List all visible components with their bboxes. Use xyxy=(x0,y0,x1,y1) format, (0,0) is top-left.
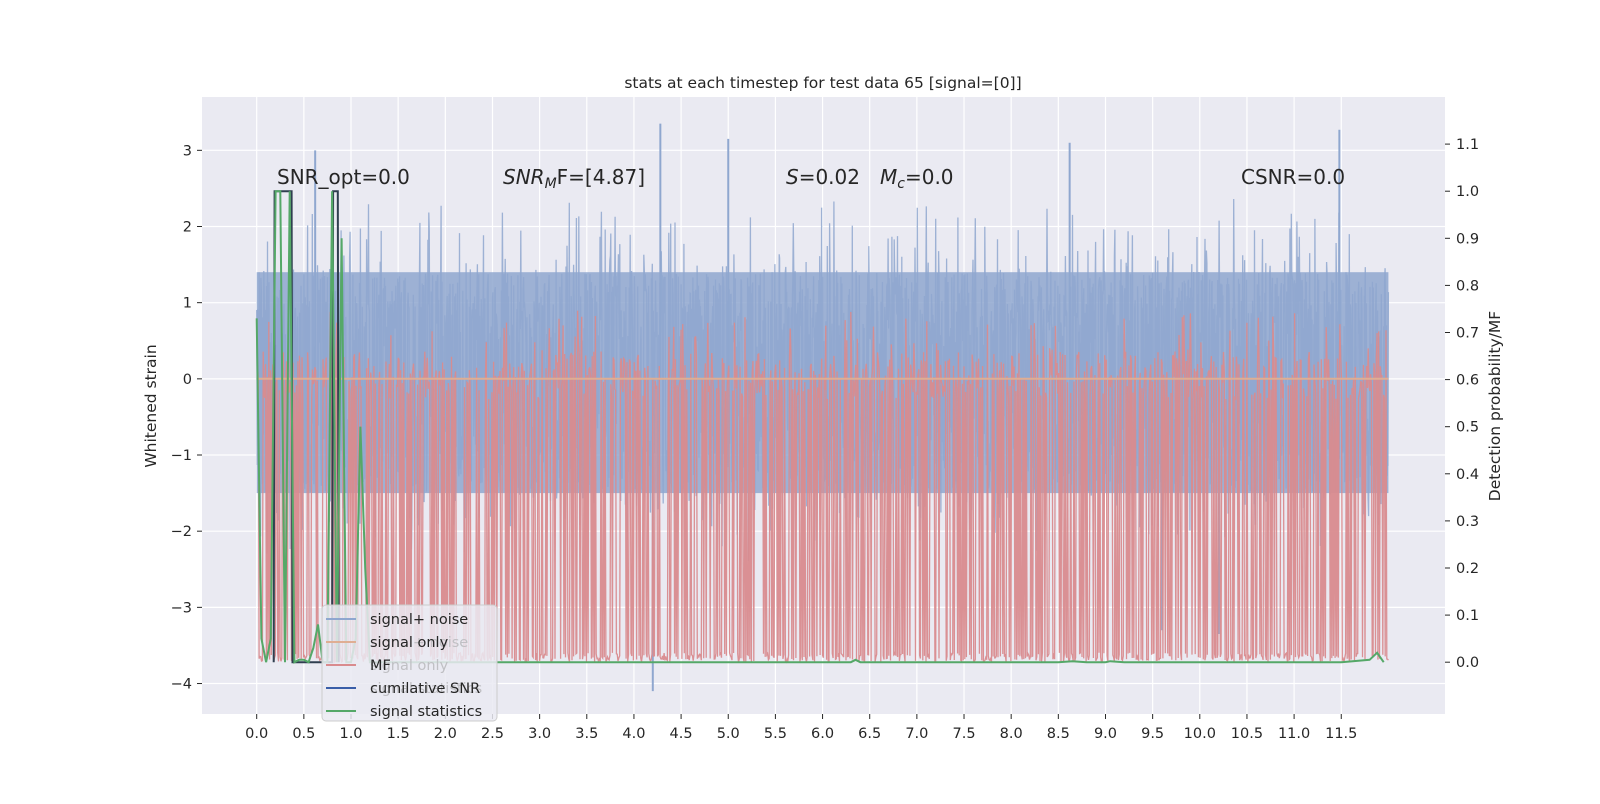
annotation-snr-mf: SNRMF=[4.87] xyxy=(503,165,645,192)
y-tick-label: −2 xyxy=(171,524,192,540)
x-tick-label: 4.5 xyxy=(670,726,693,742)
annotation-mc-value: =0.0 xyxy=(905,165,954,189)
annotation-s: S=0.02 xyxy=(786,165,860,189)
legend-label: signal+ noise xyxy=(370,612,468,628)
x-tick-label: 1.5 xyxy=(387,726,410,742)
y2-tick-label: 0.9 xyxy=(1456,231,1479,247)
annotation-snr-opt: SNR_opt=0.0 xyxy=(277,165,410,189)
x-tick-label: 5.5 xyxy=(764,726,787,742)
x-tick-label: 8.0 xyxy=(1000,726,1023,742)
legend-ghost-label: signal only xyxy=(370,658,449,674)
x-tick-label: 8.5 xyxy=(1047,726,1070,742)
y-tick-label: 0 xyxy=(183,372,192,388)
x-tick-label: 6.0 xyxy=(811,726,834,742)
annotation-csnr: CSNR=0.0 xyxy=(1241,165,1345,189)
y2-axis-label: Detection probability/MF xyxy=(1486,311,1504,502)
x-tick-label: 5.0 xyxy=(717,726,740,742)
legend-label: MF xyxy=(370,658,391,674)
x-tick-label: 9.0 xyxy=(1094,726,1117,742)
legend-label: cumilative SNR xyxy=(370,681,480,697)
x-tick-label: 6.5 xyxy=(858,726,881,742)
x-tick-label: 2.5 xyxy=(481,726,504,742)
x-tick-label: 2.0 xyxy=(434,726,457,742)
x-tick-label: 4.0 xyxy=(622,726,645,742)
legend-box xyxy=(321,604,498,722)
y2-tick-label: 0.0 xyxy=(1456,655,1479,671)
annotation-s-value: =0.02 xyxy=(799,165,860,189)
y2-tick-label: 0.6 xyxy=(1456,373,1479,389)
annotation-mc-var: M xyxy=(880,165,897,189)
annotation-s-var: S xyxy=(786,165,799,189)
legend-ghost-label: signal+ noise xyxy=(370,635,468,651)
y2-tick-label: 0.8 xyxy=(1456,278,1479,294)
x-tick-label: 11.5 xyxy=(1325,726,1357,742)
annotation-mc-sub: c xyxy=(897,176,905,192)
x-tick-label: 7.5 xyxy=(952,726,975,742)
x-tick-label: 10.0 xyxy=(1184,726,1216,742)
legend-label: signal only xyxy=(370,635,449,651)
x-tick-label: 11.0 xyxy=(1278,726,1310,742)
y2-tick-label: 0.4 xyxy=(1456,467,1479,483)
y2-tick-label: 0.3 xyxy=(1456,514,1479,530)
y2-tick-label: 0.1 xyxy=(1456,608,1479,624)
y-axis-label: Whitened strain xyxy=(142,344,160,467)
x-tick-label: 1.0 xyxy=(339,726,362,742)
y2-tick-label: 1.0 xyxy=(1456,184,1479,200)
x-tick-label: 10.5 xyxy=(1231,726,1263,742)
y2-tick-label: 0.7 xyxy=(1456,325,1479,341)
y-axis-ticks: −4 −3 −2 −1 0 1 2 3 xyxy=(171,143,202,693)
annotation-snr-mf-suffix: F=[4.87] xyxy=(557,165,645,189)
y-tick-label: 1 xyxy=(183,296,192,312)
annotation-mc: Mc=0.0 xyxy=(880,165,954,192)
x-tick-label: 3.5 xyxy=(575,726,598,742)
annotation-snr-mf-prefix: SNR xyxy=(503,165,545,189)
annotation-snr-mf-sub: M xyxy=(545,176,557,192)
x-tick-label: 7.0 xyxy=(905,726,928,742)
y2-tick-label: 0.5 xyxy=(1456,420,1479,436)
x-tick-label: 0.0 xyxy=(245,726,268,742)
y2-axis-ticks: 0.0 0.1 0.2 0.3 0.4 0.5 0.6 0.7 0.8 0.9 1.0 1.1 xyxy=(1445,137,1479,671)
y2-tick-label: 0.2 xyxy=(1456,561,1479,577)
y2-tick-label: 1.1 xyxy=(1456,137,1479,153)
x-axis-ticks: 0.0 0.5 1.0 1.5 2.0 2.5 3.0 3.5 4.0 4.5 5.0 5.5 6.0 6… xyxy=(245,714,1357,742)
y-tick-label: 2 xyxy=(183,219,192,235)
y-tick-label: −3 xyxy=(171,600,192,616)
y-tick-label: −1 xyxy=(171,448,192,464)
x-tick-label: 3.0 xyxy=(528,726,551,742)
y-tick-label: −4 xyxy=(171,677,192,693)
x-tick-label: 0.5 xyxy=(292,726,315,742)
chart-title: stats at each timestep for test data 65 … xyxy=(624,74,1021,92)
x-tick-label: 9.5 xyxy=(1141,726,1164,742)
legend-label: signal statistics xyxy=(370,704,482,720)
legend-ghost-label: signal statistics xyxy=(370,681,482,697)
y-tick-label: 3 xyxy=(183,143,192,159)
